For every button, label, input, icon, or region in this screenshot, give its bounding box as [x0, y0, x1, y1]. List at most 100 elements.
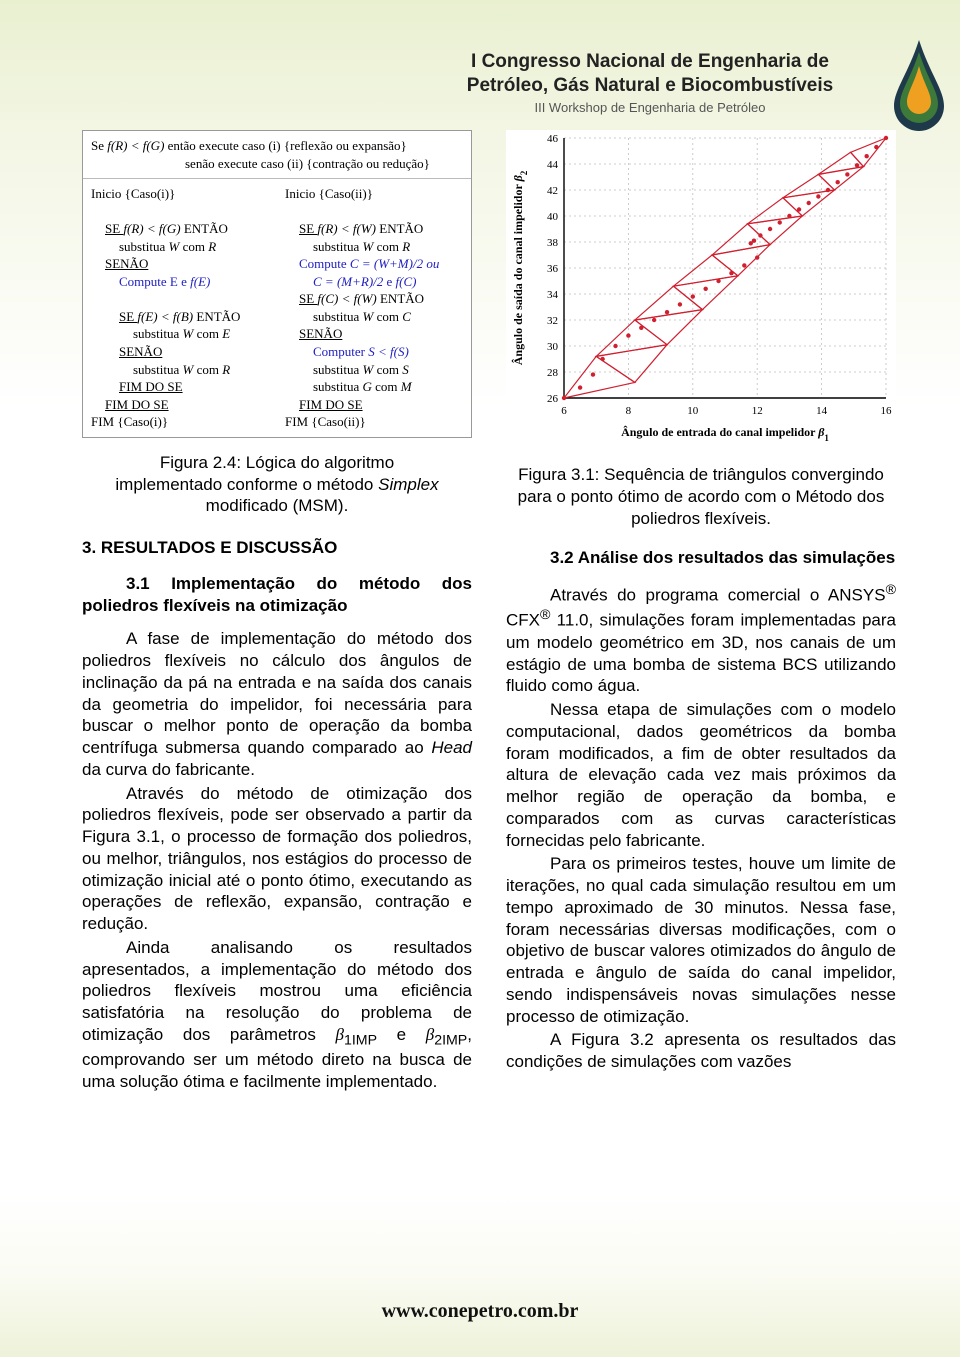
paragraph-text: A fase de implementação do método dos po…	[82, 629, 472, 757]
alg-line: FIM DO SE	[91, 396, 269, 414]
section-3-heading: 3. RESULTADOS E DISCUSSÃO	[82, 537, 472, 559]
figure-2-4-caption: Figura 2.4: Lógica do algoritmo implemen…	[82, 452, 472, 517]
svg-text:8: 8	[626, 405, 632, 417]
svg-text:32: 32	[547, 315, 558, 327]
alg-line: SENÃO	[91, 343, 269, 361]
alg-line: C	[402, 309, 411, 324]
svg-text:26: 26	[547, 393, 559, 405]
alg-line: FIM {Caso(i)}	[91, 414, 168, 429]
alg-line: W	[168, 239, 179, 254]
alg-line: com	[373, 239, 402, 254]
svg-text:12: 12	[752, 405, 763, 417]
alg-line: com	[193, 362, 222, 377]
alg-line: e	[383, 274, 395, 289]
alg-line: substitua	[133, 362, 182, 377]
svg-text:44: 44	[547, 159, 559, 171]
alg-line: Compute	[299, 256, 350, 271]
svg-text:Ângulo de saída do canal impel: Ângulo de saída do canal impelidor β2	[511, 170, 529, 365]
caption-text: modificado (MSM).	[206, 496, 349, 515]
alg-line: G	[362, 379, 371, 394]
alg-line: Computer	[313, 344, 368, 359]
figure-2-4-algorithm-box: Se f(R) < f(G) então execute caso (i) {r…	[82, 130, 472, 438]
figure-3-1-chart: 68101214162628303234363840424446Ângulo d…	[506, 130, 896, 529]
section-3-2-heading: 3.2 Análise dos resultados das simulaçõe…	[506, 547, 896, 569]
alg-text: então execute caso (i) {reflexão ou expa…	[164, 138, 406, 153]
page-body: Se f(R) < f(G) então execute caso (i) {r…	[82, 130, 896, 1267]
alg-line: substitua	[133, 326, 182, 341]
alg-line: com	[179, 239, 208, 254]
svg-text:Ângulo de entrada do canal imp: Ângulo de entrada do canal impelidor β1	[621, 425, 829, 443]
page-header: I Congresso Nacional de Engenharia de Pe…	[410, 50, 890, 115]
alg-line: S < f(S)	[368, 344, 409, 359]
caption-text: Figura 2.4: Lógica do algoritmo	[160, 453, 394, 472]
alg-line: Inicio {Caso(i)}	[91, 186, 175, 201]
alg-line: W	[182, 326, 193, 341]
alg-line: com	[373, 309, 402, 324]
alg-text: senão execute caso (ii) {contração ou re…	[91, 156, 430, 171]
alg-line: Inicio {Caso(ii)}	[285, 186, 373, 201]
body-paragraph: Através do programa comercial o ANSYS® C…	[506, 581, 896, 697]
svg-text:16: 16	[881, 405, 893, 417]
alg-line: SENÃO	[285, 325, 463, 343]
paragraph-text: CFX	[506, 611, 540, 630]
figure-3-1-caption: Figura 3.1: Sequência de triângulos conv…	[506, 464, 896, 529]
svg-text:28: 28	[547, 367, 559, 379]
paragraph-text: e	[377, 1025, 426, 1044]
algorithm-header: Se f(R) < f(G) então execute caso (i) {r…	[83, 131, 471, 179]
alg-line: C = (W+M)/2 ou	[350, 256, 439, 271]
alg-line: f(C) < f(W)	[317, 291, 376, 306]
alg-line: SE	[105, 221, 123, 236]
alg-text: Se	[91, 138, 107, 153]
alg-line: SE	[119, 309, 137, 324]
header-subtitle: III Workshop de Engenharia de Petróleo	[410, 100, 890, 115]
alg-line: f(E)	[190, 274, 210, 289]
alg-line: W	[362, 362, 373, 377]
svg-text:40: 40	[547, 211, 559, 223]
body-paragraph: A fase de implementação do método dos po…	[82, 628, 472, 780]
alg-line: FIM {Caso(ii)}	[285, 414, 366, 429]
alg-line: W	[362, 309, 373, 324]
alg-line: E	[222, 326, 230, 341]
alg-line: C = (M+R)/2	[313, 274, 383, 289]
symbol-sub: 1IMP	[344, 1032, 377, 1048]
svg-text:38: 38	[547, 237, 559, 249]
alg-line: com	[373, 362, 402, 377]
alg-line: f(R) < f(W)	[317, 221, 376, 236]
svg-text:10: 10	[687, 405, 699, 417]
alg-line: substitua	[313, 379, 362, 394]
chart-svg: 68101214162628303234363840424446Ângulo d…	[506, 130, 896, 450]
alg-line: FIM DO SE	[91, 378, 269, 396]
alg-line: substitua	[313, 309, 362, 324]
svg-text:14: 14	[816, 405, 828, 417]
symbol-beta: β	[426, 1025, 434, 1044]
alg-line: M	[401, 379, 412, 394]
symbol-beta: β	[336, 1025, 344, 1044]
alg-line: ENTÃO	[181, 221, 228, 236]
algorithm-case-ii: Inicio {Caso(ii)} SE f(R) < f(W) ENTÃO s…	[277, 179, 471, 437]
header-title-line2: Petróleo, Gás Natural e Biocombustíveis	[410, 74, 890, 98]
alg-line: com	[193, 326, 222, 341]
alg-line: substitua	[119, 239, 168, 254]
svg-text:36: 36	[547, 263, 559, 275]
algorithm-case-i: Inicio {Caso(i)} SE f(R) < f(G) ENTÃO su…	[83, 179, 277, 437]
paragraph-text: Através do programa comercial o ANSYS	[550, 586, 886, 605]
alg-line: f(E) < f(B)	[137, 309, 193, 324]
caption-text: implementado conforme o método	[115, 475, 378, 494]
alg-line: Compute E e	[119, 274, 190, 289]
svg-text:30: 30	[547, 341, 559, 353]
droplet-logo-icon	[890, 38, 948, 133]
section-3-1-heading: 3.1 Implementação do método dos poliedro…	[82, 573, 472, 617]
alg-line: substitua	[313, 239, 362, 254]
alg-line: W	[362, 239, 373, 254]
alg-line: f(R) < f(G)	[123, 221, 180, 236]
alg-line: R	[222, 362, 230, 377]
alg-line: R	[402, 239, 410, 254]
alg-line: ENTÃO	[376, 221, 423, 236]
alg-line: ENTÃO	[377, 291, 424, 306]
svg-text:46: 46	[547, 133, 559, 145]
body-paragraph: Ainda analisando os resultados apresenta…	[82, 937, 472, 1093]
caption-text: Simplex	[378, 475, 438, 494]
alg-line: SENÃO	[91, 255, 269, 273]
svg-text:42: 42	[547, 185, 558, 197]
alg-line: SE	[299, 291, 317, 306]
